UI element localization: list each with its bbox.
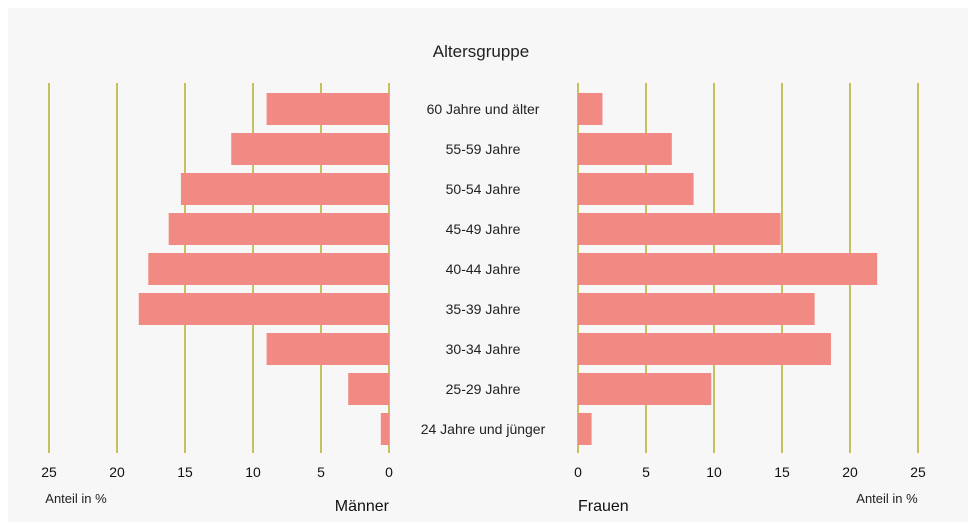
bar-women xyxy=(578,213,781,245)
category-label: 50-54 Jahre xyxy=(446,181,521,197)
bar-men xyxy=(138,293,389,325)
bar-women xyxy=(578,413,592,445)
bar-women xyxy=(578,133,672,165)
bar-men xyxy=(266,333,389,365)
bar-men xyxy=(348,373,389,405)
x-axis-label-right: Anteil in % xyxy=(856,491,918,506)
x-axis-label-left: Anteil in % xyxy=(45,491,107,506)
chart-title: Altersgruppe xyxy=(433,42,529,61)
bar-women xyxy=(578,93,603,125)
bar-women xyxy=(578,253,878,285)
tick-label-left: 10 xyxy=(245,464,261,480)
chart-panel: Altersgruppe 60 Jahre und älter 55-59 Jah… xyxy=(8,8,968,522)
bar-women xyxy=(578,373,712,405)
category-label: 40-44 Jahre xyxy=(446,261,521,277)
bar-men xyxy=(380,413,389,445)
bar-women xyxy=(578,173,694,205)
tick-label-left: 20 xyxy=(109,464,125,480)
tick-label-left: 15 xyxy=(177,464,193,480)
tick-label-right: 20 xyxy=(842,464,858,480)
bar-men xyxy=(231,133,389,165)
category-labels: 60 Jahre und älter 55-59 Jahre 50-54 Jahre… xyxy=(421,101,546,437)
tick-label-left: 5 xyxy=(317,464,325,480)
bar-men xyxy=(266,93,389,125)
series-label-men: Männer xyxy=(335,498,390,515)
tick-label-left: 0 xyxy=(385,464,393,480)
tick-label-right: 25 xyxy=(910,464,926,480)
category-label: 45-49 Jahre xyxy=(446,221,521,237)
bar-men xyxy=(180,173,389,205)
tick-label-right: 10 xyxy=(706,464,722,480)
tick-label-left: 25 xyxy=(41,464,57,480)
bar-women xyxy=(578,333,831,365)
category-label: 60 Jahre und älter xyxy=(427,101,540,117)
category-label: 55-59 Jahre xyxy=(446,141,521,157)
category-label: 24 Jahre und jünger xyxy=(421,421,546,437)
tick-label-right: 15 xyxy=(774,464,790,480)
population-pyramid-chart: Altersgruppe 60 Jahre und älter 55-59 Jah… xyxy=(41,42,926,515)
category-label: 25-29 Jahre xyxy=(446,381,521,397)
bar-men xyxy=(148,253,389,285)
category-label: 30-34 Jahre xyxy=(446,341,521,357)
tick-label-right: 5 xyxy=(642,464,650,480)
tick-label-right: 0 xyxy=(574,464,582,480)
series-label-women: Frauen xyxy=(578,498,629,515)
category-label: 35-39 Jahre xyxy=(446,301,521,317)
bars xyxy=(138,93,878,445)
bar-women xyxy=(578,293,815,325)
bar-men xyxy=(168,213,389,245)
tick-labels: 25 20 15 10 5 0 0 5 10 15 20 25 xyxy=(41,464,926,480)
